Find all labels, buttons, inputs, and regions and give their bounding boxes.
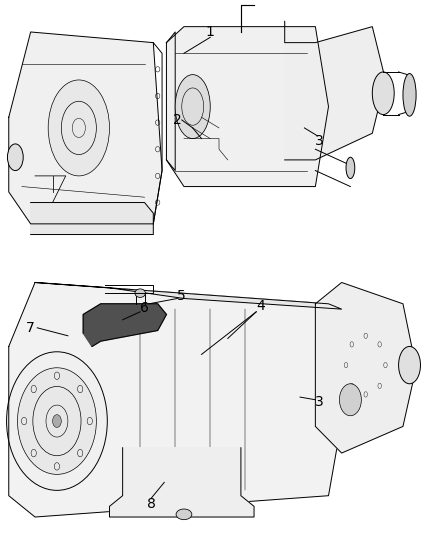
Polygon shape bbox=[35, 282, 342, 309]
Polygon shape bbox=[166, 27, 328, 187]
Text: 5: 5 bbox=[177, 289, 186, 303]
Ellipse shape bbox=[175, 75, 210, 139]
Ellipse shape bbox=[48, 80, 110, 176]
Polygon shape bbox=[31, 203, 153, 235]
Text: 6: 6 bbox=[140, 301, 149, 315]
Polygon shape bbox=[110, 448, 254, 517]
Ellipse shape bbox=[399, 346, 420, 384]
Text: 3: 3 bbox=[315, 134, 324, 148]
Ellipse shape bbox=[372, 72, 394, 115]
Polygon shape bbox=[9, 282, 342, 517]
Ellipse shape bbox=[176, 509, 192, 520]
Text: 4: 4 bbox=[256, 300, 265, 313]
Ellipse shape bbox=[53, 415, 61, 427]
Polygon shape bbox=[9, 32, 162, 224]
Ellipse shape bbox=[135, 289, 145, 297]
Ellipse shape bbox=[7, 352, 107, 490]
Text: 1: 1 bbox=[206, 25, 215, 39]
Ellipse shape bbox=[339, 384, 361, 416]
Ellipse shape bbox=[346, 157, 355, 179]
Text: 7: 7 bbox=[26, 321, 35, 335]
Text: 3: 3 bbox=[315, 395, 324, 409]
Text: 2: 2 bbox=[173, 113, 182, 127]
Polygon shape bbox=[285, 21, 385, 160]
Ellipse shape bbox=[18, 368, 96, 474]
Polygon shape bbox=[315, 282, 416, 453]
Ellipse shape bbox=[403, 74, 416, 116]
Polygon shape bbox=[83, 304, 166, 346]
Ellipse shape bbox=[7, 144, 23, 171]
Text: 8: 8 bbox=[147, 497, 155, 511]
